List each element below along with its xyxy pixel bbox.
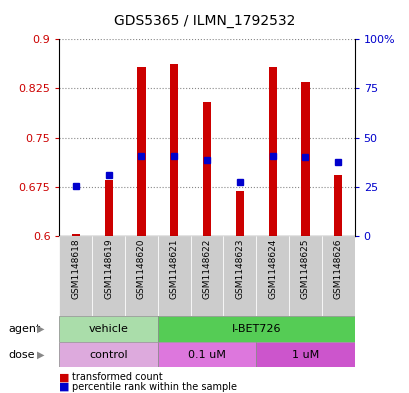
Text: GSM1148624: GSM1148624 — [267, 238, 276, 299]
Text: ■: ■ — [59, 382, 70, 392]
Text: I-BET726: I-BET726 — [231, 324, 280, 334]
Bar — [59, 236, 92, 316]
Bar — [256, 342, 354, 367]
Bar — [125, 236, 157, 316]
Text: GSM1148626: GSM1148626 — [333, 238, 342, 299]
Bar — [72, 235, 80, 236]
Bar — [170, 64, 178, 236]
Bar — [268, 68, 276, 236]
Text: transformed count: transformed count — [72, 372, 162, 382]
Text: agent: agent — [8, 324, 40, 334]
Bar — [92, 236, 125, 316]
Text: ▶: ▶ — [37, 324, 45, 334]
Text: 0.1 uM: 0.1 uM — [188, 350, 225, 360]
Text: 1 uM: 1 uM — [291, 350, 318, 360]
Text: vehicle: vehicle — [88, 324, 128, 334]
Bar — [157, 342, 256, 367]
Text: GSM1148619: GSM1148619 — [104, 238, 113, 299]
Bar — [59, 316, 157, 342]
Bar — [157, 316, 354, 342]
Bar — [256, 236, 288, 316]
Bar — [333, 175, 342, 236]
Text: GSM1148621: GSM1148621 — [169, 238, 178, 299]
Text: GSM1148623: GSM1148623 — [235, 238, 244, 299]
Bar — [321, 236, 354, 316]
Bar — [288, 236, 321, 316]
Bar — [301, 82, 309, 236]
Text: GSM1148622: GSM1148622 — [202, 238, 211, 299]
Bar — [235, 191, 243, 236]
Text: ■: ■ — [59, 372, 70, 382]
Bar — [104, 180, 112, 236]
Text: GDS5365 / ILMN_1792532: GDS5365 / ILMN_1792532 — [114, 14, 295, 28]
Text: control: control — [89, 350, 128, 360]
Text: GSM1148620: GSM1148620 — [137, 238, 146, 299]
Bar — [223, 236, 256, 316]
Text: GSM1148618: GSM1148618 — [71, 238, 80, 299]
Text: GSM1148625: GSM1148625 — [300, 238, 309, 299]
Bar — [190, 236, 223, 316]
Bar — [202, 101, 211, 236]
Text: dose: dose — [8, 350, 35, 360]
Bar — [137, 67, 145, 236]
Text: percentile rank within the sample: percentile rank within the sample — [72, 382, 236, 392]
Text: ▶: ▶ — [37, 350, 45, 360]
Bar — [59, 342, 157, 367]
Bar — [157, 236, 190, 316]
